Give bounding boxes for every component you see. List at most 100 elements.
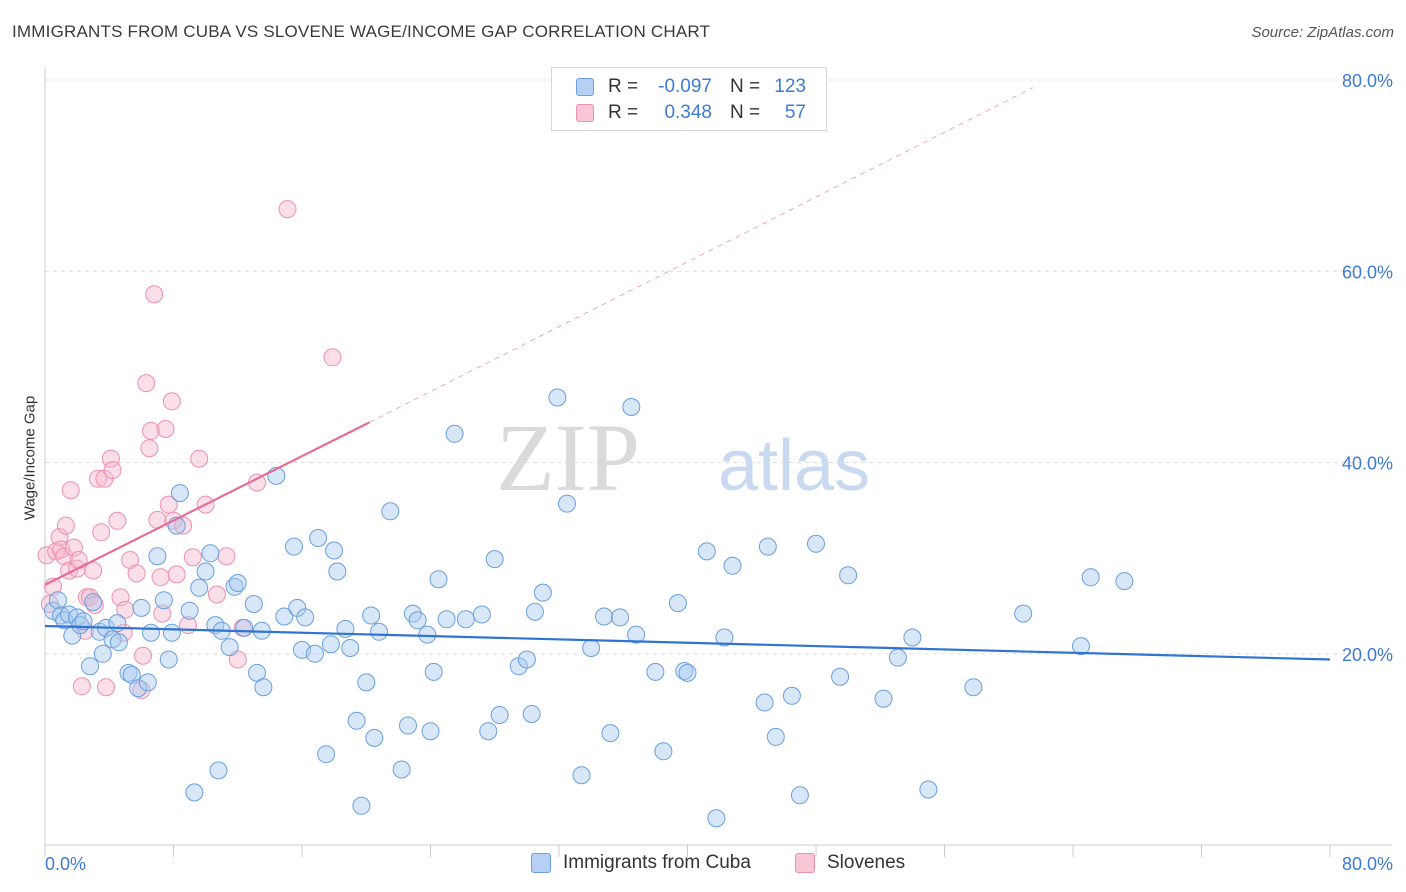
cuba-point bbox=[790, 786, 809, 805]
cuba-point bbox=[874, 689, 893, 708]
cuba-point bbox=[244, 595, 263, 613]
legend-item-cuba[interactable]: Immigrants from Cuba bbox=[531, 852, 751, 874]
cuba-point bbox=[533, 583, 552, 602]
cuba-point bbox=[357, 673, 376, 692]
cuba-point bbox=[185, 783, 204, 802]
slovenes-point bbox=[159, 495, 178, 514]
cuba-point bbox=[341, 639, 360, 657]
watermark-zip: ZIP bbox=[496, 404, 640, 511]
slovenes-point bbox=[190, 449, 209, 468]
slovenes-point bbox=[323, 348, 342, 367]
slovenes-points bbox=[37, 200, 342, 700]
cuba-point bbox=[888, 648, 907, 667]
cuba-point bbox=[525, 602, 544, 621]
cuba-point bbox=[119, 663, 138, 682]
slovenes-point bbox=[217, 547, 236, 566]
cuba-trend-line bbox=[44, 624, 1331, 661]
cuba-point bbox=[601, 724, 620, 743]
cuba-point bbox=[148, 547, 167, 566]
cuba-point bbox=[421, 722, 440, 741]
cuba-point bbox=[627, 625, 646, 644]
cuba-point bbox=[365, 728, 384, 747]
n-value: 57 bbox=[784, 102, 806, 123]
cuba-point bbox=[220, 638, 239, 657]
legend-item-slovenes[interactable]: Slovenes bbox=[795, 852, 905, 874]
slovenes-point bbox=[174, 516, 193, 535]
cuba-point bbox=[622, 398, 641, 416]
slovenes-point bbox=[207, 585, 226, 604]
cuba-point bbox=[399, 716, 417, 735]
tick-labels: 20.0% 40.0% 60.0% 80.0% 0.0% 80.0% bbox=[45, 71, 1393, 874]
cuba-point bbox=[159, 650, 178, 669]
cuba-point bbox=[392, 760, 411, 779]
n-value: 123 bbox=[774, 76, 806, 97]
cuba-point bbox=[74, 612, 93, 631]
cuba-point bbox=[201, 544, 220, 563]
cuba-point bbox=[162, 623, 181, 642]
trend-lines bbox=[44, 87, 1331, 661]
cuba-point bbox=[321, 635, 340, 654]
cuba-point bbox=[138, 673, 157, 692]
cuba-point bbox=[490, 706, 509, 724]
slovenes-point bbox=[84, 561, 103, 580]
cuba-point bbox=[235, 618, 254, 637]
cuba-point bbox=[381, 502, 400, 521]
cuba-point bbox=[309, 529, 328, 547]
cuba-swatch bbox=[576, 78, 594, 96]
y-tick-label: 80.0% bbox=[1342, 71, 1393, 91]
r-value: 0.348 bbox=[664, 102, 712, 123]
cuba-point bbox=[142, 623, 160, 642]
cuba-point bbox=[758, 537, 777, 556]
slovenes-point bbox=[278, 200, 297, 219]
slovenes-point bbox=[132, 681, 151, 700]
slovenes-point bbox=[85, 596, 104, 614]
cuba-point bbox=[572, 766, 591, 785]
cuba-point bbox=[228, 574, 247, 592]
slovenes-swatch bbox=[576, 104, 594, 122]
cuba-point bbox=[766, 727, 785, 746]
legend-row-cuba: R = -0.097 N = 123 bbox=[576, 75, 806, 99]
cuba-point bbox=[408, 611, 427, 630]
slovenes-legend-swatch bbox=[795, 853, 815, 873]
cuba-point bbox=[132, 598, 151, 617]
cuba-point bbox=[755, 693, 774, 712]
legend-label-cuba: Immigrants from Cuba bbox=[563, 852, 751, 873]
cuba-point bbox=[296, 608, 315, 627]
cuba-point bbox=[517, 650, 536, 669]
chart-title: IMMIGRANTS FROM CUBA VS SLOVENE WAGE/INC… bbox=[12, 22, 711, 41]
cuba-point bbox=[352, 796, 371, 815]
slovenes-trend-extension bbox=[369, 87, 1034, 423]
slovenes-point bbox=[116, 600, 135, 619]
slovenes-point bbox=[145, 285, 164, 304]
x-tick-label: 0.0% bbox=[45, 854, 86, 874]
cuba-point bbox=[196, 562, 215, 581]
cuba-point bbox=[807, 534, 825, 553]
cuba-point bbox=[472, 605, 491, 624]
slovenes-point bbox=[183, 548, 202, 567]
cuba-point bbox=[456, 610, 475, 629]
n-label: N = bbox=[730, 102, 761, 123]
cuba-point bbox=[362, 606, 381, 625]
cuba-point bbox=[646, 662, 665, 681]
cuba-point bbox=[418, 625, 437, 644]
cuba-point bbox=[317, 745, 336, 764]
slovenes-point bbox=[92, 523, 111, 542]
slovenes-point bbox=[108, 511, 127, 530]
stats-legend: R = -0.097 N = 123 R = 0.348 N = 57 bbox=[551, 67, 827, 131]
cuba-point bbox=[678, 663, 697, 682]
cuba-point bbox=[305, 644, 324, 663]
cuba-point bbox=[582, 639, 601, 657]
slovenes-point bbox=[156, 420, 175, 438]
cuba-point bbox=[129, 679, 148, 698]
watermark-atlas: atlas bbox=[718, 426, 870, 506]
slovenes-point bbox=[72, 677, 91, 696]
slovenes-point bbox=[153, 604, 172, 623]
cuba-point bbox=[93, 644, 112, 663]
cuba-point bbox=[964, 678, 983, 697]
slovenes-point bbox=[162, 392, 181, 411]
cuba-point bbox=[715, 628, 734, 647]
cuba-point bbox=[285, 537, 303, 556]
slovenes-point bbox=[167, 565, 186, 584]
cuba-point bbox=[347, 711, 366, 730]
slovenes-point bbox=[101, 449, 120, 468]
